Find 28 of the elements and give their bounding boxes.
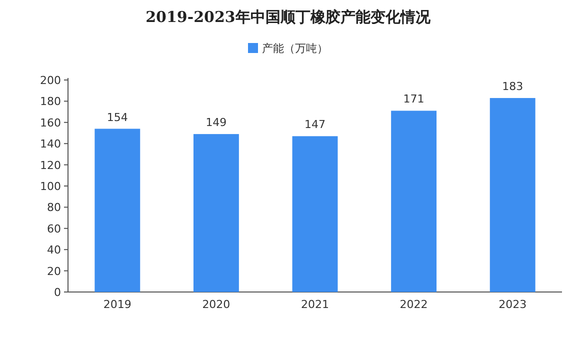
y-tick-label: 0 bbox=[54, 286, 61, 299]
data-label: 171 bbox=[403, 92, 424, 106]
legend-label: 产能（万吨） bbox=[262, 42, 328, 55]
chart-title: 2019-2023年中国顺丁橡胶产能变化情况 bbox=[146, 8, 432, 26]
data-label: 147 bbox=[304, 118, 326, 132]
data-label: 149 bbox=[206, 116, 227, 130]
y-tick-label: 40 bbox=[47, 244, 61, 257]
y-tick-label: 200 bbox=[40, 74, 61, 87]
data-label: 154 bbox=[106, 110, 128, 124]
y-tick-label: 140 bbox=[40, 138, 61, 151]
x-tick-label: 2021 bbox=[301, 298, 329, 311]
y-tick-label: 60 bbox=[47, 222, 61, 236]
x-tick-label: 2020 bbox=[202, 298, 230, 311]
y-tick-label: 160 bbox=[40, 116, 61, 130]
y-tick-label: 80 bbox=[47, 201, 61, 214]
y-tick-label: 180 bbox=[40, 95, 61, 108]
x-tick-label: 2019 bbox=[103, 298, 132, 311]
bar bbox=[391, 110, 437, 292]
x-tick-label: 2022 bbox=[400, 298, 428, 311]
y-tick-label: 120 bbox=[40, 158, 61, 172]
data-label: 183 bbox=[502, 80, 524, 94]
y-tick-label: 100 bbox=[40, 180, 61, 193]
x-tick-label: 2023 bbox=[498, 298, 527, 311]
bar bbox=[193, 134, 239, 292]
bar bbox=[292, 136, 338, 292]
bar bbox=[94, 128, 140, 292]
bar bbox=[490, 98, 536, 292]
y-tick-label: 20 bbox=[47, 264, 61, 278]
